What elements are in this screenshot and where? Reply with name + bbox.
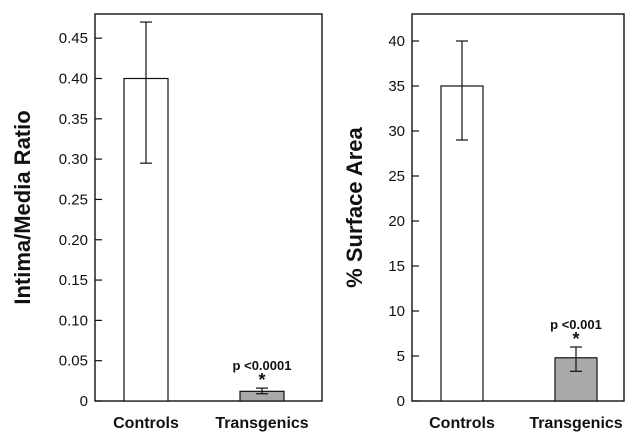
y-tick-label: 0 bbox=[397, 393, 405, 410]
y-tick-label: 0.45 bbox=[59, 30, 88, 47]
y-tick-label: 0 bbox=[80, 393, 88, 410]
p-value-annotation: p <0.001 bbox=[550, 317, 602, 332]
y-tick-label: 10 bbox=[388, 303, 405, 320]
y-axis-title: % Surface Area bbox=[342, 126, 367, 287]
category-label-controls: Controls bbox=[113, 415, 179, 432]
plot-frame bbox=[94, 13, 323, 402]
y-tick-label: 20 bbox=[388, 213, 405, 230]
y-tick-label: 40 bbox=[388, 33, 405, 50]
y-tick-label: 0.05 bbox=[59, 353, 88, 370]
category-label-transgenics: Transgenics bbox=[215, 415, 308, 432]
p-value-annotation: p <0.0001 bbox=[233, 358, 292, 373]
chart-intima-media-ratio: 0 0.05 0.10 0.15 0.20 0.25 0.30 0.35 0.40 0.45 Int… bbox=[10, 13, 323, 432]
y-tick-label: 0.15 bbox=[59, 272, 88, 289]
significance-star: * bbox=[572, 329, 579, 349]
chart-surface-area: 0 5 10 15 20 25 30 35 40 % Surface Area Controls Tr… bbox=[342, 13, 625, 432]
y-axis-title: Intima/Media Ratio bbox=[10, 110, 35, 304]
y-tick-label: 35 bbox=[388, 78, 405, 95]
plot-frame bbox=[411, 13, 625, 402]
category-label-transgenics: Transgenics bbox=[529, 415, 622, 432]
y-tick-label: 0.20 bbox=[59, 232, 88, 249]
y-tick-label: 25 bbox=[388, 168, 405, 185]
y-tick-label: 30 bbox=[388, 123, 405, 140]
y-tick-label: 0.40 bbox=[59, 71, 88, 88]
y-tick-label: 15 bbox=[388, 258, 405, 275]
y-tick-label: 5 bbox=[397, 348, 405, 365]
significance-star: * bbox=[258, 370, 265, 390]
y-tick-label: 0.30 bbox=[59, 151, 88, 168]
y-tick-label: 0.25 bbox=[59, 191, 88, 208]
category-label-controls: Controls bbox=[429, 415, 495, 432]
y-tick-label: 0.35 bbox=[59, 111, 88, 128]
y-tick-label: 0.10 bbox=[59, 312, 88, 329]
